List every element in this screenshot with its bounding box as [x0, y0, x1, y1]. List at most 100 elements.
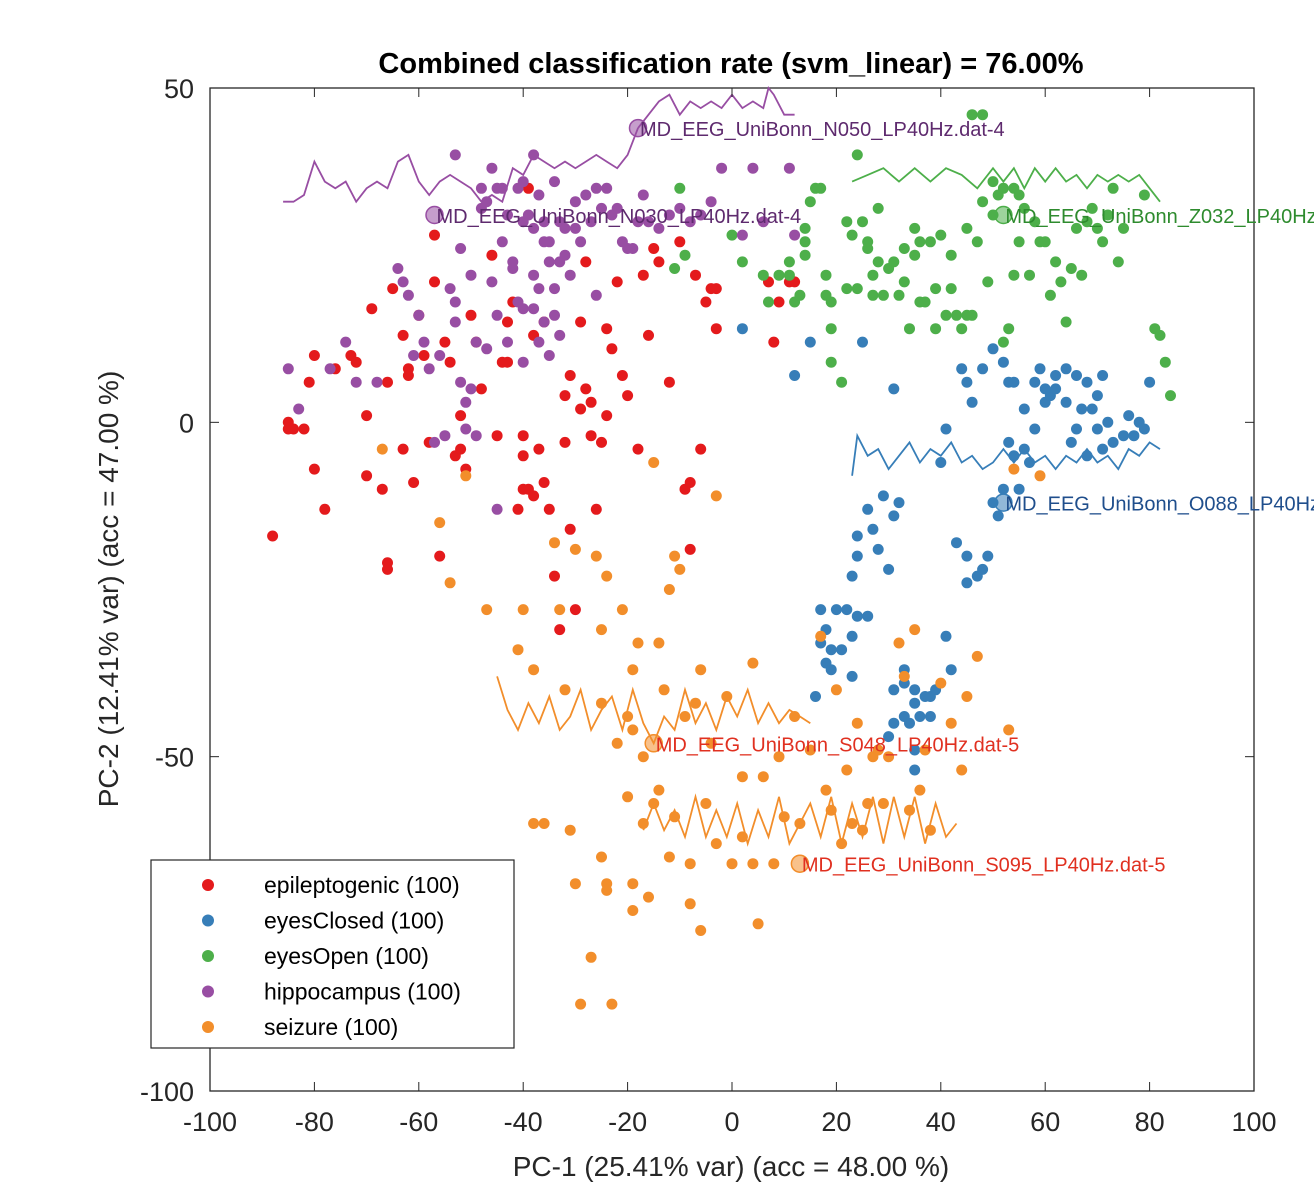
point-s4-5 — [512, 644, 524, 656]
point-s0-97 — [773, 296, 785, 308]
legend-marker-0 — [202, 879, 214, 891]
point-s2-9 — [783, 256, 795, 268]
point-s4-32 — [627, 878, 639, 890]
x-tick-label-1: -80 — [295, 1107, 334, 1137]
point-s1-100 — [940, 423, 952, 435]
point-s0-11 — [350, 356, 362, 368]
point-s0-90 — [695, 443, 707, 455]
point-s2-42 — [904, 323, 915, 335]
point-s1-40 — [914, 711, 926, 722]
point-s0-37 — [465, 309, 477, 321]
point-s1-69 — [1071, 423, 1082, 435]
highlight-marker-1 — [425, 205, 444, 225]
point-s0-76 — [611, 276, 623, 288]
point-s3-4 — [392, 263, 404, 274]
point-s1-3 — [810, 691, 821, 702]
point-s1-22 — [867, 523, 879, 535]
point-s3-53 — [538, 216, 550, 228]
point-s0-89 — [690, 269, 701, 281]
point-s1-24 — [877, 490, 889, 502]
point-s4-21 — [596, 851, 607, 863]
point-s1-17 — [862, 610, 874, 622]
point-s3-33 — [496, 182, 508, 194]
point-s2-31 — [862, 243, 874, 254]
point-s1-89 — [1029, 376, 1041, 388]
point-s1-0 — [736, 323, 748, 335]
point-s3-59 — [549, 176, 560, 188]
point-s4-89 — [909, 624, 921, 636]
point-s4-12 — [559, 684, 571, 696]
point-s2-64 — [987, 176, 999, 188]
point-s1-16 — [851, 610, 863, 622]
point-s2-44 — [909, 222, 921, 234]
legend-label-4: seizure (100) — [264, 1014, 398, 1040]
point-s4-96 — [961, 691, 973, 702]
point-s2-96 — [1159, 356, 1171, 368]
point-s3-51 — [533, 283, 545, 295]
point-s0-40 — [486, 249, 498, 261]
point-s4-20 — [596, 697, 607, 709]
point-s0-74 — [601, 323, 613, 335]
point-s1-98 — [956, 363, 968, 375]
point-s2-32 — [867, 289, 879, 301]
point-s3-20 — [460, 423, 472, 435]
point-s0-87 — [684, 543, 696, 555]
point-s1-68 — [1065, 436, 1077, 448]
point-s4-87 — [898, 670, 910, 682]
point-s0-54 — [533, 443, 545, 455]
point-s2-25 — [841, 283, 853, 295]
point-s3-14 — [444, 283, 456, 295]
point-s2-41 — [898, 276, 910, 288]
point-s3-97 — [324, 363, 336, 375]
point-s4-47 — [674, 563, 686, 575]
point-s3-70 — [575, 236, 587, 248]
point-s1-53 — [982, 550, 994, 562]
point-s2-80 — [1055, 276, 1067, 288]
annotation-layer: MD_EEG_UniBonn_N050_LP40Hz.dat-4 MD_EEG_U… — [437, 119, 1314, 877]
point-s0-63 — [564, 370, 576, 381]
point-s4-51 — [690, 697, 701, 709]
x-axis: -100 -80 -60 -40 -20 0 20 40 60 80 100 — [183, 88, 1277, 1137]
point-s4-35 — [637, 751, 649, 763]
point-s1-45 — [935, 457, 947, 468]
point-s2-36 — [877, 289, 889, 301]
point-s2-66 — [997, 182, 1009, 194]
point-s3-98 — [371, 376, 383, 388]
y-axis-label: PC-2 (12.41% var) (acc = 47.00 %) — [93, 371, 124, 808]
point-s2-29 — [857, 216, 868, 228]
point-s3-65 — [559, 222, 571, 234]
point-s3-58 — [543, 350, 555, 361]
point-s1-67 — [1060, 396, 1072, 408]
point-s4-14 — [569, 543, 581, 555]
point-s1-36 — [909, 744, 921, 756]
point-s1-23 — [872, 543, 884, 555]
point-s1-11 — [836, 644, 848, 656]
point-s4-95 — [956, 764, 968, 776]
point-s2-1 — [679, 249, 691, 261]
point-s0-43 — [502, 356, 513, 368]
point-s1-57 — [1003, 436, 1015, 448]
point-s2-51 — [935, 229, 947, 241]
point-s3-86 — [663, 209, 675, 221]
point-s4-57 — [710, 490, 722, 502]
point-s3-13 — [439, 430, 451, 442]
point-s3-55 — [538, 316, 550, 328]
point-s1-12 — [841, 604, 853, 616]
point-s3-0 — [282, 363, 294, 375]
point-s1-5 — [815, 604, 827, 616]
highlight-marker-0 — [628, 118, 648, 138]
point-s0-83 — [653, 256, 665, 268]
point-s0-24 — [408, 477, 420, 488]
point-s1-15 — [846, 570, 858, 582]
point-s3-52 — [533, 336, 545, 348]
x-tick-label-8: 60 — [1030, 1107, 1060, 1137]
point-s1-85 — [997, 356, 1009, 368]
point-s1-70 — [1076, 403, 1088, 415]
point-s3-50 — [533, 189, 545, 201]
point-s4-2 — [444, 577, 456, 589]
point-s1-61 — [1024, 457, 1035, 468]
point-s4-17 — [585, 951, 597, 963]
point-s0-34 — [455, 443, 467, 455]
point-s2-20 — [825, 296, 837, 308]
point-s4-88 — [904, 804, 915, 816]
